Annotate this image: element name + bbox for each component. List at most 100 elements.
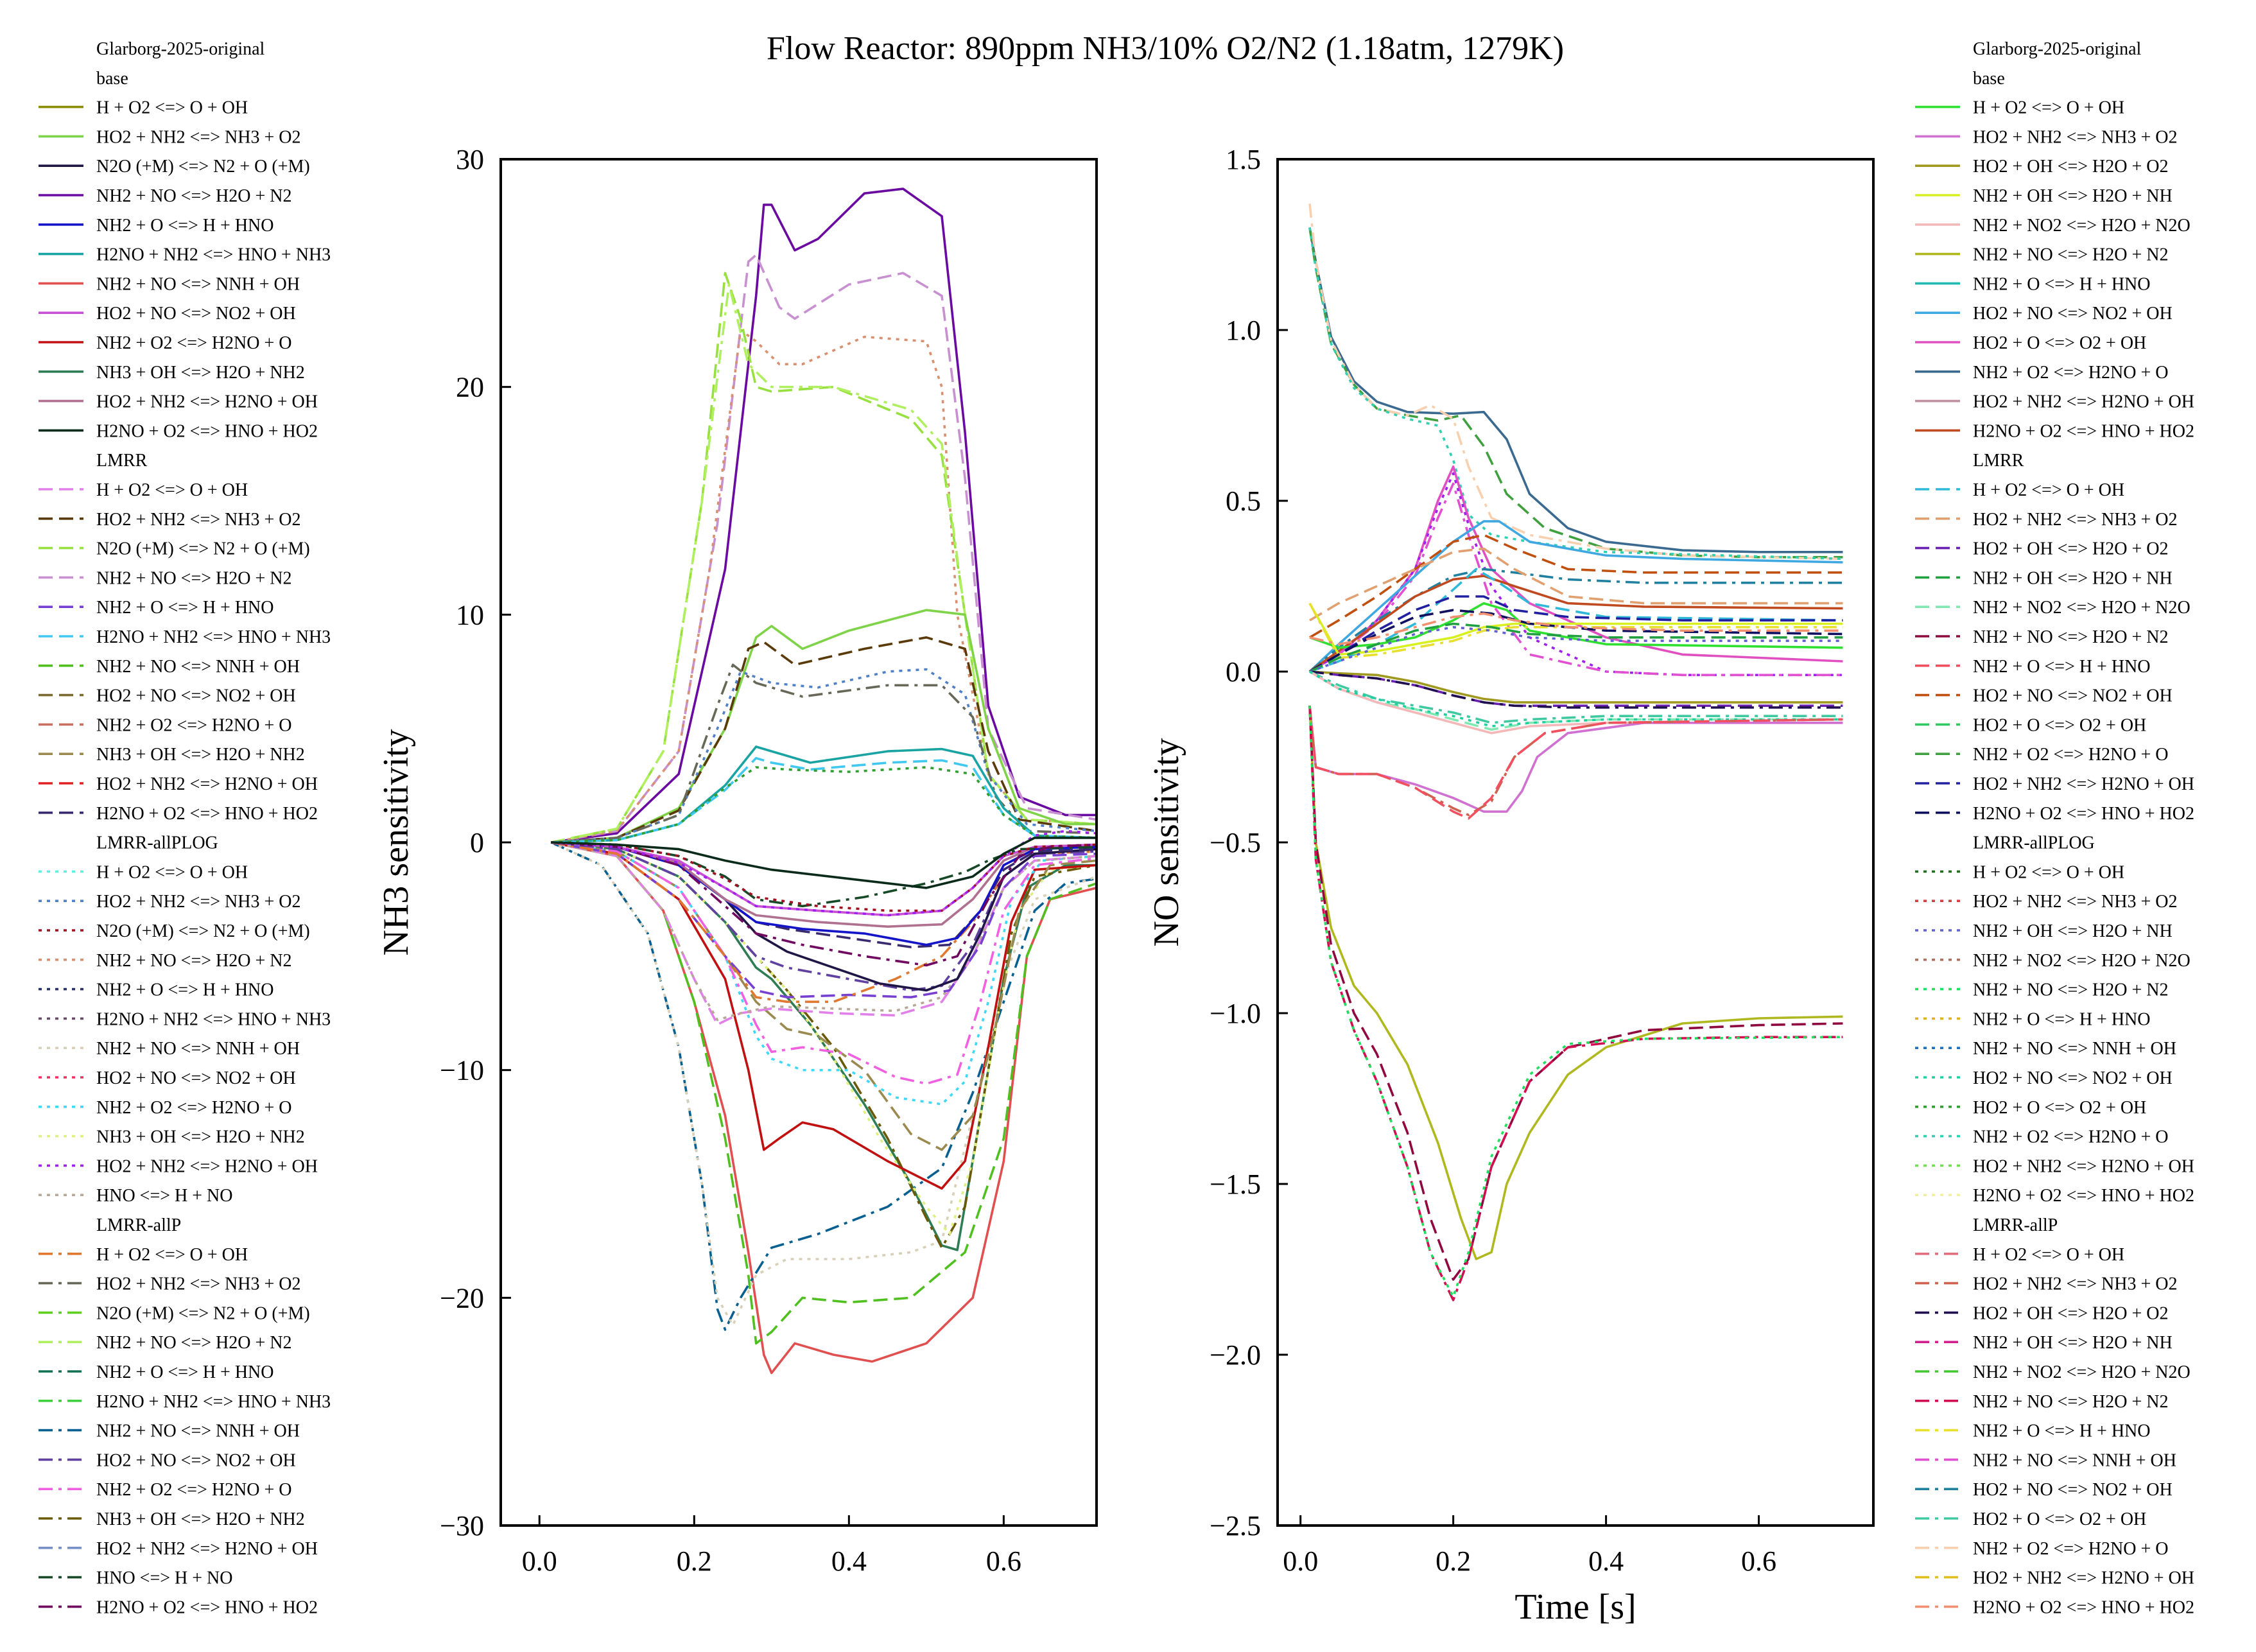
- legend-entry-label: NH2 + NO <=> H2O + N2: [96, 186, 292, 206]
- legend-entry-label: NH2 + NO <=> NNH + OH: [96, 657, 300, 677]
- axis-ticks-nh3: 0.0 0.2 0.4 0.6 −30 −20 −10 0 10 20 30: [440, 144, 1021, 1577]
- y-tick-label: −10: [440, 1055, 484, 1086]
- plot-nh3-sensitivity: 0.0 0.2 0.4 0.6 −30 −20 −10 0 10 20 30 NH3 sensiti…: [376, 144, 1098, 1577]
- series-line-nh3-23: [551, 841, 1097, 1085]
- legend-entry-label: HO2 + NH2 <=> NH3 + O2: [96, 892, 301, 912]
- series-line-no-18: [1309, 609, 1843, 673]
- legend-entry-label: HO2 + NH2 <=> H2NO + OH: [1973, 1569, 2194, 1588]
- legend-entry-label: NH2 + O <=> H + HNO: [96, 598, 274, 618]
- y-tick-label: 0: [470, 827, 484, 858]
- legend-entry-label: HO2 + OH <=> H2O + O2: [1973, 157, 2169, 177]
- x-tick-label: 0.4: [831, 1545, 867, 1577]
- y-tick-label: −30: [440, 1510, 484, 1542]
- legend-group-subheader: base: [1973, 69, 2005, 89]
- series-line-nh3-26: [550, 841, 1097, 998]
- legend-entry-label: NH2 + NO2 <=> H2O + N2O: [1973, 216, 2191, 236]
- legend-entry-label: H + O2 <=> O + OH: [96, 98, 248, 118]
- legend-entry-label: H2NO + O2 <=> HNO + HO2: [1973, 1597, 2194, 1617]
- legend-entry-label: N2O (+M) <=> N2 + O (+M): [96, 1303, 310, 1323]
- legend-entry-label: HO2 + NO <=> NO2 + OH: [1973, 686, 2173, 706]
- legend-entry-label: NH2 + NO <=> H2O + N2: [96, 568, 292, 588]
- legend-entry-label: NH2 + NO <=> NNH + OH: [96, 1422, 300, 1441]
- series-line-no-11: [1309, 534, 1843, 639]
- legend-entry-label: H2NO + O2 <=> HNO + HO2: [1973, 804, 2194, 824]
- series-line-nh3-15: [550, 841, 1097, 1331]
- legend-entry-label: NH2 + NO <=> H2O + N2: [1973, 245, 2169, 265]
- series-line-no-22: [1309, 670, 1843, 704]
- series-line-no-9: [1308, 568, 1843, 673]
- legend-entry-label: HO2 + O <=> O2 + OH: [1973, 333, 2146, 353]
- legend-entry-label: HO2 + NH2 <=> H2NO + OH: [96, 392, 318, 412]
- legend-entry-label: HO2 + O <=> O2 + OH: [1973, 1098, 2146, 1118]
- series-line-nh3-14: [550, 841, 1097, 1345]
- legend-entry-label: HO2 + NH2 <=> NH3 + O2: [1973, 892, 2178, 912]
- legend-entry-label: NH2 + NO <=> H2O + N2: [1973, 980, 2169, 1000]
- series-line-no-34: [1308, 706, 1843, 1301]
- series-line-nh3-20: [550, 841, 1097, 1190]
- legend-group-header: LMRR: [1973, 451, 2024, 471]
- legend-entry-label: NH3 + OH <=> H2O + NH2: [96, 1509, 305, 1529]
- legend-entry-label: HO2 + NH2 <=> NH3 + O2: [1973, 510, 2178, 530]
- y-tick-label: −20: [440, 1282, 484, 1314]
- series-line-no-31: [1308, 706, 1843, 820]
- legend-group-header: LMRR-allP: [96, 1215, 181, 1235]
- legend-entry-label: NH2 + NO <=> NNH + OH: [1973, 1039, 2176, 1059]
- y-tick-label: 20: [456, 372, 484, 403]
- series-line-no-35: [1308, 706, 1843, 1298]
- legend-entry-label: H2NO + O2 <=> HNO + HO2: [96, 421, 318, 441]
- series-line-nh3-7: [551, 636, 1097, 844]
- legend-entry-label: HO2 + NO <=> NO2 + OH: [96, 686, 296, 706]
- legend-entry-label: NH2 + OH <=> H2O + NH: [1973, 186, 2173, 206]
- legend-entry-label: HO2 + NH2 <=> H2NO + OH: [96, 1156, 318, 1176]
- legend-group-subheader: base: [96, 69, 128, 89]
- y-tick-label: 0.0: [1226, 656, 1261, 688]
- legend-entry-label: NH2 + O <=> H + HNO: [1973, 1009, 2151, 1029]
- series-line-no-19: [1309, 612, 1843, 646]
- legend-entry-label: N2O (+M) <=> N2 + O (+M): [96, 539, 310, 559]
- legend-entry-label: NH2 + O <=> H + HNO: [96, 1362, 274, 1382]
- x-tick-label: 0.2: [1436, 1545, 1471, 1577]
- legend-entry-label: NH2 + OH <=> H2O + NH: [1973, 1333, 2173, 1353]
- plot-no-sensitivity: 0.0 0.2 0.4 0.6 −2.5 −2.0 −1.5 −1.0 −0.5 0.0 0.5 1.…: [1147, 144, 1875, 1627]
- chart-title: Flow Reactor: 890ppm NH3/10% O2/N2 (1.18…: [767, 30, 1564, 67]
- x-tick-label: 0.6: [1741, 1545, 1776, 1577]
- legend-group-header: Glarborg-2025-original: [96, 39, 265, 59]
- legend-entry-label: HO2 + NO <=> NO2 + OH: [96, 1450, 296, 1470]
- legend-entry-label: HO2 + NH2 <=> H2NO + OH: [1973, 392, 2194, 412]
- legend-group-header: Glarborg-2025-original: [1973, 39, 2142, 59]
- legend-entry-label: NH3 + OH <=> H2O + NH2: [96, 363, 305, 383]
- legend-entry-label: HO2 + NH2 <=> NH3 + O2: [96, 510, 301, 530]
- legend-entry-label: H + O2 <=> O + OH: [1973, 862, 2124, 882]
- legend-entry-label: H + O2 <=> O + OH: [96, 1245, 248, 1265]
- series-lines-nh3: [550, 187, 1097, 1375]
- series-line-no-20: [1309, 622, 1843, 673]
- series-line-nh3-12: [551, 766, 1097, 844]
- legend-entry-label: H + O2 <=> O + OH: [96, 862, 248, 882]
- series-line-no-3: [1308, 204, 1843, 561]
- y-tick-label: 1.5: [1226, 144, 1261, 175]
- series-line-no-23: [1309, 670, 1843, 707]
- series-line-nh3-1: [551, 187, 1097, 844]
- legend-entry-label: H2NO + NH2 <=> HNO + NH3: [96, 627, 331, 647]
- legend-entry-label: HO2 + NO <=> NO2 + OH: [96, 304, 296, 324]
- legend-entry-label: NH2 + O2 <=> H2NO + O: [96, 715, 292, 735]
- series-line-nh3-11: [551, 757, 1097, 844]
- legend-entry-label: NH2 + NO <=> H2O + N2: [1973, 627, 2169, 647]
- legend-entry-label: N2O (+M) <=> N2 + O (+M): [96, 921, 310, 941]
- legend-entry-label: H2NO + O2 <=> HNO + HO2: [96, 804, 318, 824]
- series-line-nh3-35: [551, 841, 1097, 912]
- legend-entry-label: NH2 + NO <=> H2O + N2: [1973, 1392, 2169, 1412]
- legend-entry-label: H + O2 <=> O + OH: [1973, 98, 2124, 118]
- x-tick-label: 0.2: [677, 1545, 712, 1577]
- legend-entry-label: HO2 + NO <=> NO2 + OH: [1973, 1480, 2173, 1500]
- y-axis-label-nh3: NH3 sensitivity: [376, 729, 416, 955]
- legend-entry-label: HO2 + NH2 <=> H2NO + OH: [96, 774, 318, 794]
- legend-entry-label: NH2 + O2 <=> H2NO + O: [96, 1098, 292, 1118]
- legend-entry-label: NH2 + NO2 <=> H2O + N2O: [1973, 951, 2191, 971]
- legend-entry-label: HO2 + NO <=> NO2 + OH: [96, 1068, 296, 1088]
- legend-left: Glarborg-2025-original base H + O2 <=> O +…: [39, 39, 331, 1617]
- x-axis-label-time: Time [s]: [1514, 1587, 1636, 1627]
- legend-entry-label: HNO <=> H + NO: [96, 1186, 233, 1206]
- y-tick-label: 30: [456, 144, 484, 175]
